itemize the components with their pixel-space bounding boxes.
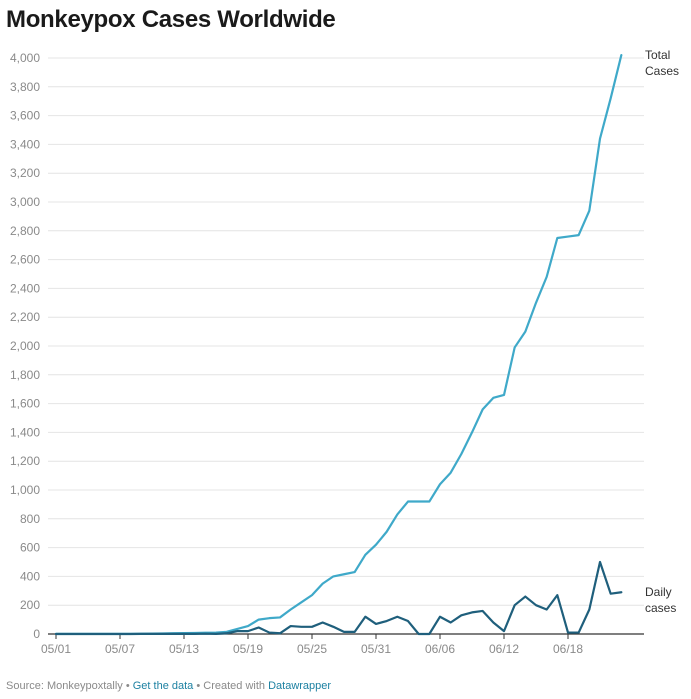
chart-title: Monkeypox Cases Worldwide xyxy=(6,6,336,33)
footer-separator: • xyxy=(122,680,133,692)
y-tick-label: 3,600 xyxy=(10,109,40,123)
series-labels: Total Cases Daily cases xyxy=(645,48,679,615)
footer-separator: • Created with xyxy=(193,680,269,692)
x-tick-label: 05/01 xyxy=(41,642,71,656)
x-tick-label: 06/18 xyxy=(553,642,583,656)
y-tick-label: 600 xyxy=(20,541,40,555)
series-label-daily-cases: Daily xyxy=(645,585,672,599)
x-tick-label: 05/31 xyxy=(361,642,391,656)
x-axis-ticks: 05/01 05/07 05/13 05/19 05/25 05/31 06/06 06/12… xyxy=(41,634,583,656)
y-tick-label: 1,000 xyxy=(10,483,40,497)
y-tick-label: 2,000 xyxy=(10,339,40,353)
y-tick-label: 2,200 xyxy=(10,310,40,324)
y-tick-label: 1,200 xyxy=(10,454,40,468)
series-label-daily-cases: cases xyxy=(645,601,676,615)
datawrapper-link[interactable]: Datawrapper xyxy=(268,680,332,692)
x-tick-label: 05/19 xyxy=(233,642,263,656)
get-data-link[interactable]: Get the data xyxy=(132,680,194,692)
y-tick-label: 3,000 xyxy=(10,195,40,209)
y-tick-label: 400 xyxy=(20,569,40,583)
y-axis-ticks: 0 200 400 600 800 1,000 1,200 1,400 1,600 1,800 2,… xyxy=(10,51,40,641)
y-tick-label: 1,800 xyxy=(10,368,40,382)
chart-footer: Source: Monkeypoxtally • Get the data • … xyxy=(6,680,331,692)
y-tick-label: 1,600 xyxy=(10,397,40,411)
series-label-total-cases: Cases xyxy=(645,64,679,78)
series-line-total-cases xyxy=(54,54,623,635)
series-line-daily-cases xyxy=(54,560,623,636)
gridlines xyxy=(48,57,644,635)
series-label-total-cases: Total xyxy=(645,48,670,62)
source-text: Source: Monkeypoxtally xyxy=(6,680,123,692)
y-tick-label: 2,800 xyxy=(10,224,40,238)
y-tick-label: 200 xyxy=(20,598,40,612)
x-tick-label: 05/07 xyxy=(105,642,135,656)
y-tick-label: 3,400 xyxy=(10,137,40,151)
x-tick-label: 05/13 xyxy=(169,642,199,656)
x-tick-label: 05/25 xyxy=(297,642,327,656)
x-tick-label: 06/12 xyxy=(489,642,519,656)
series-lines xyxy=(54,54,623,636)
y-tick-label: 4,000 xyxy=(10,51,40,65)
x-tick-label: 06/06 xyxy=(425,642,455,656)
y-tick-label: 800 xyxy=(20,512,40,526)
y-tick-label: 2,400 xyxy=(10,281,40,295)
y-tick-label: 1,400 xyxy=(10,425,40,439)
y-tick-label: 0 xyxy=(33,627,40,641)
y-tick-label: 2,600 xyxy=(10,253,40,267)
y-tick-label: 3,200 xyxy=(10,166,40,180)
y-tick-label: 3,800 xyxy=(10,80,40,94)
